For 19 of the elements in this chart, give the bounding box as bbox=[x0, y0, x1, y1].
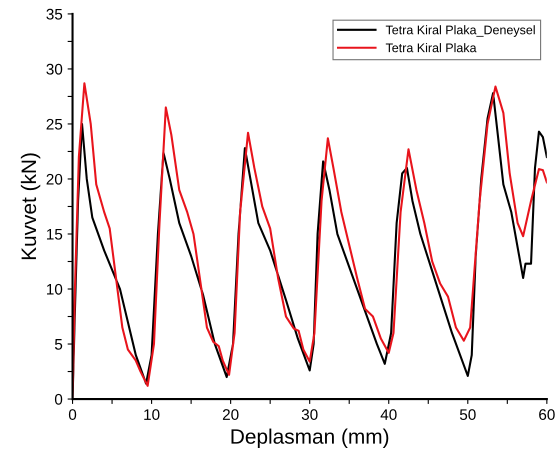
x-tick-label: 40 bbox=[380, 409, 397, 420]
x-tick-label: 20 bbox=[222, 409, 239, 420]
y-tick-label: 20 bbox=[46, 174, 62, 185]
x-tick-label: 50 bbox=[460, 409, 476, 420]
y-tick-label: 10 bbox=[46, 284, 62, 295]
legend-label: Tetra Kiral Plaka_Deneysel bbox=[386, 25, 535, 37]
y-tick-label: 15 bbox=[46, 229, 62, 240]
y-tick-label: 35 bbox=[46, 8, 62, 20]
x-tick-label: 60 bbox=[539, 409, 555, 420]
y-tick-label: 5 bbox=[54, 339, 62, 350]
legend-label: Tetra Kiral Plaka bbox=[386, 43, 477, 52]
y-tick-label: 0 bbox=[54, 394, 62, 405]
x-tick-label: 0 bbox=[68, 409, 76, 420]
x-axis-title: Deplasman (mm) bbox=[232, 428, 388, 448]
y-tick-label: 30 bbox=[46, 64, 62, 75]
x-tick-label: 10 bbox=[144, 409, 160, 420]
x-tick-label: 30 bbox=[302, 409, 318, 420]
y-axis-title: Kuvvet (kN) bbox=[20, 153, 40, 260]
y-tick-label: 25 bbox=[46, 118, 62, 130]
